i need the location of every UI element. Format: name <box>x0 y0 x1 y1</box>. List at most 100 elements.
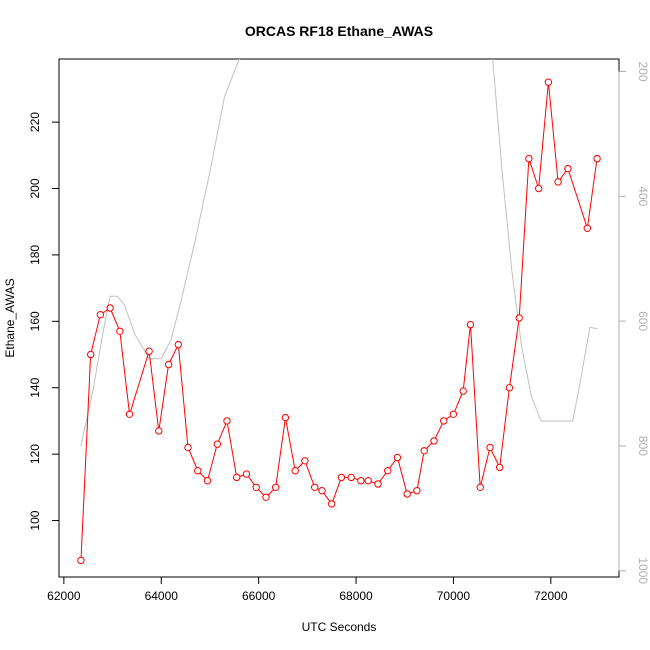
data-point <box>364 477 372 485</box>
data-point <box>486 443 494 452</box>
y2-tick-label: 800 <box>636 436 650 456</box>
series-segment <box>218 423 227 442</box>
series-segment <box>417 453 425 488</box>
y-tick-label: 180 <box>28 245 42 265</box>
data-point <box>125 410 134 418</box>
data-point <box>77 556 85 565</box>
data-point <box>291 467 299 475</box>
series-segment <box>188 450 197 468</box>
data-point <box>281 413 290 422</box>
y-tick-label: 160 <box>28 311 42 331</box>
series-segment <box>499 390 510 465</box>
data-point <box>496 463 504 472</box>
series-segment <box>332 480 341 502</box>
series-segment <box>102 309 108 314</box>
data-point <box>505 384 514 392</box>
series-segment <box>568 171 587 226</box>
data-point <box>242 470 251 478</box>
series-segment <box>227 424 237 475</box>
data-point <box>96 311 105 319</box>
series-segment <box>426 442 433 449</box>
data-point <box>459 387 467 395</box>
data-point <box>593 154 601 163</box>
data-point <box>155 427 163 435</box>
series-segment <box>323 492 331 502</box>
data-point <box>440 417 448 425</box>
data-point <box>174 340 183 349</box>
data-point <box>403 490 411 498</box>
x-tick-label: 70000 <box>437 589 471 603</box>
data-point <box>145 347 153 355</box>
y-tick-label: 140 <box>28 377 42 397</box>
data-point <box>535 184 543 193</box>
y-tick-label: 120 <box>28 444 42 464</box>
data-point <box>213 440 222 448</box>
series-segment <box>239 474 244 477</box>
series-segment <box>470 327 481 485</box>
data-point <box>476 483 484 491</box>
series-segment <box>538 85 549 186</box>
series-segment <box>80 357 91 558</box>
y2-tick-label: 200 <box>636 61 650 81</box>
series-segment <box>454 393 463 412</box>
series-segment <box>297 462 304 469</box>
series-segment <box>305 463 315 485</box>
data-point <box>384 467 392 475</box>
series-segment <box>389 459 396 469</box>
x-tick-label: 72000 <box>534 589 568 603</box>
chart-title: ORCAS RF18 Ethane_AWAS <box>245 23 433 39</box>
series-segment <box>446 415 452 420</box>
series-segment <box>247 476 255 486</box>
data-point <box>583 224 591 233</box>
data-point <box>413 487 421 495</box>
series-segment <box>275 420 286 485</box>
y-tick-label: 220 <box>28 112 42 132</box>
series-segment <box>559 170 567 180</box>
data-point <box>515 314 523 322</box>
x-tick-label: 68000 <box>339 589 373 603</box>
y-tick-label: 100 <box>28 510 42 530</box>
data-point <box>233 473 241 482</box>
data-point <box>466 320 475 329</box>
series-segment <box>110 310 120 329</box>
data-point <box>449 410 458 418</box>
data-point <box>106 304 114 312</box>
x-tick-label: 66000 <box>242 589 276 603</box>
series-segment <box>149 354 159 428</box>
y2-tick-label: 600 <box>636 311 650 331</box>
series-segment <box>207 447 217 478</box>
data-point <box>164 360 173 369</box>
series-segment <box>169 347 178 362</box>
data-point <box>564 164 572 173</box>
data-point <box>223 417 231 425</box>
series-segment <box>463 327 471 388</box>
data-point <box>347 473 355 482</box>
data-point <box>393 453 402 462</box>
series-segment <box>119 334 130 412</box>
x-tick-label: 64000 <box>145 589 179 603</box>
series-segment <box>90 317 101 352</box>
data-point <box>87 350 95 359</box>
y2-tick-label: 1000 <box>636 557 650 584</box>
data-point <box>301 457 309 465</box>
series-segment <box>587 161 598 226</box>
data-point <box>116 327 124 335</box>
y-axis-label: Ethane_AWAS <box>3 278 17 357</box>
series-segment <box>509 321 520 385</box>
x-tick-label: 62000 <box>47 589 81 603</box>
series-segment <box>434 423 443 439</box>
data-point <box>311 483 319 491</box>
series-segment <box>267 489 274 496</box>
series-segment <box>199 472 206 479</box>
data-point <box>272 483 280 491</box>
data-point <box>194 467 202 475</box>
data-point <box>337 473 346 482</box>
series-segment <box>518 161 530 315</box>
series-segment <box>178 347 189 445</box>
data-point <box>328 500 336 508</box>
series-segment <box>490 450 499 465</box>
series-segment <box>379 473 387 482</box>
series-segment <box>130 354 149 412</box>
data-point <box>525 154 533 163</box>
